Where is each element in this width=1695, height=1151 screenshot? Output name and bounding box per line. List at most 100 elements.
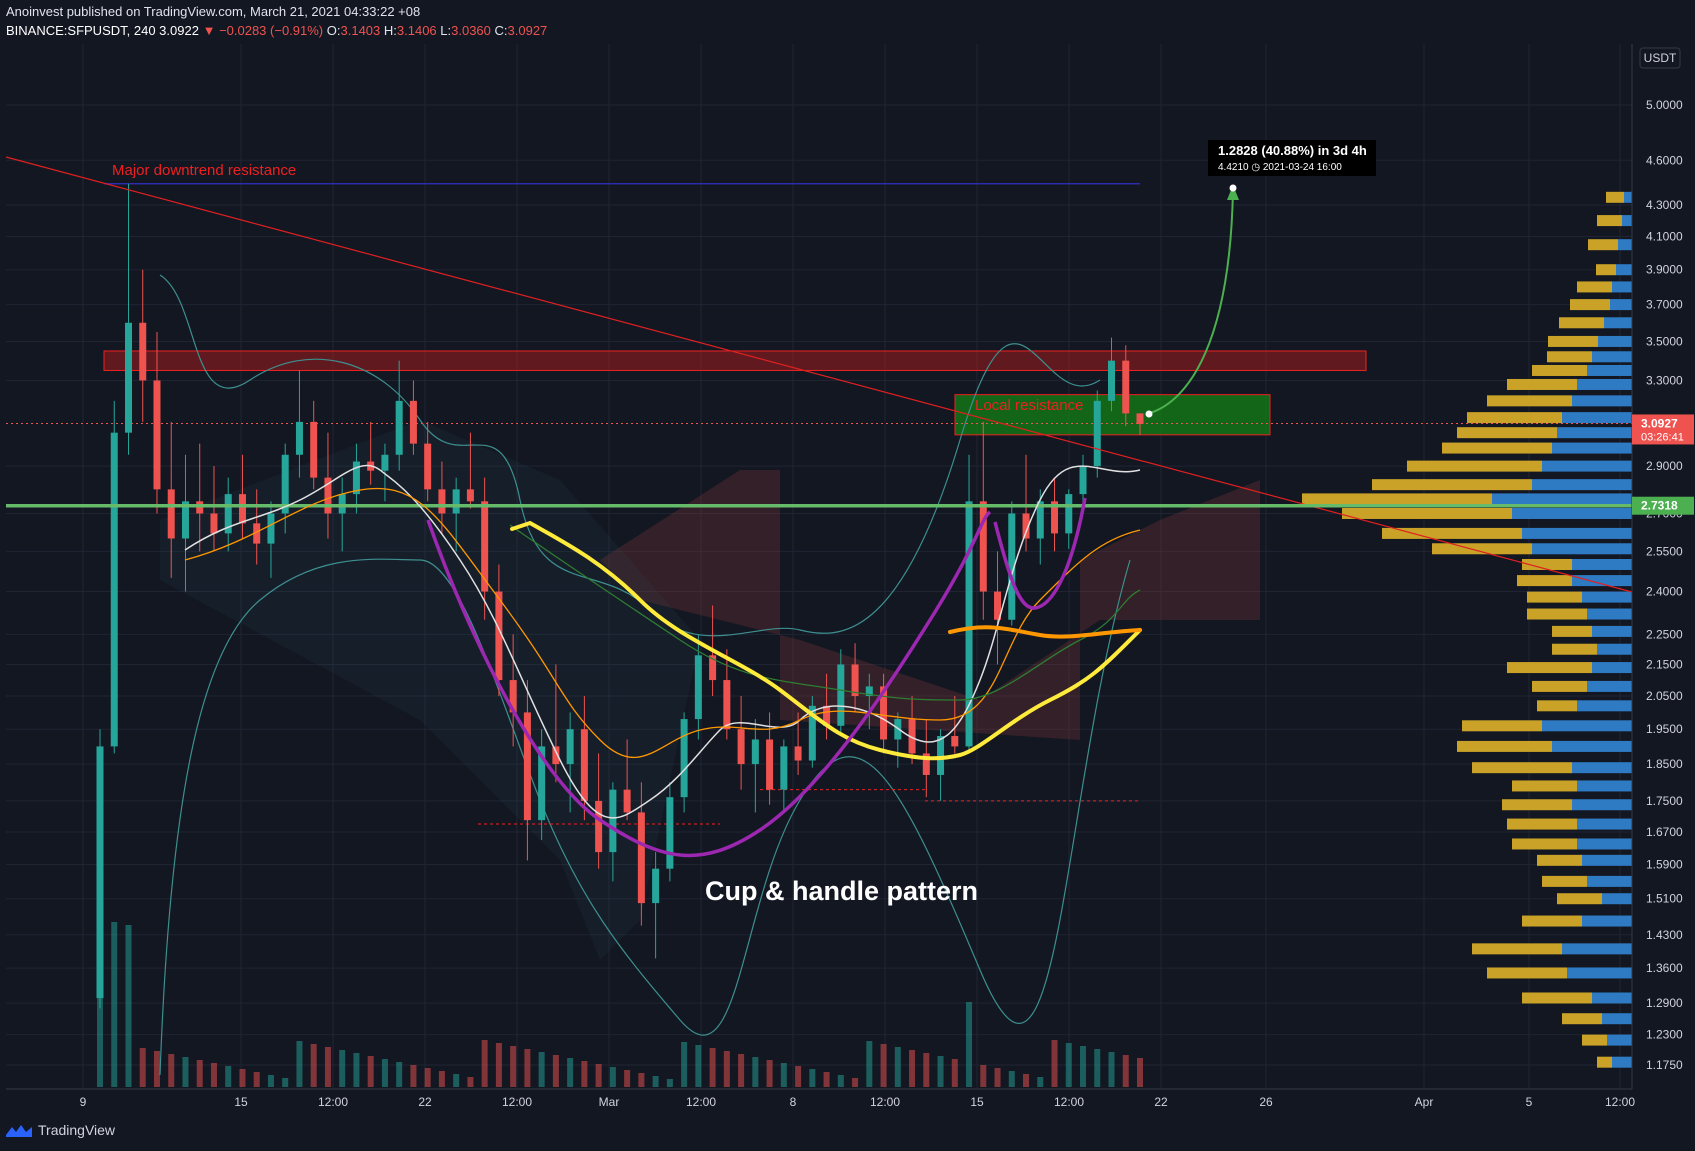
volume-profile-bar-buy <box>1597 643 1632 655</box>
candle-body <box>979 501 987 592</box>
volume-profile-bar-sell <box>1522 558 1572 570</box>
volume-bar <box>438 1071 445 1087</box>
volume-profile-bar-buy <box>1562 943 1632 955</box>
volume-profile-bar-buy <box>1602 893 1632 905</box>
volume-bar <box>1008 1071 1015 1087</box>
candle-body <box>1108 360 1116 401</box>
volume-bar <box>581 1061 588 1087</box>
volume-bar <box>723 1051 730 1087</box>
volume-bar <box>666 1079 673 1087</box>
candle-body <box>338 494 346 514</box>
volume-profile-bar-buy <box>1572 762 1632 774</box>
volume-profile-bar-sell <box>1342 507 1512 519</box>
footer: TradingView <box>6 1122 115 1138</box>
volume-profile-bar-buy <box>1612 281 1632 293</box>
candle-body <box>395 400 403 455</box>
volume-profile-bar-buy <box>1532 479 1632 491</box>
volume-bar <box>239 1069 246 1087</box>
price-tick-label: 3.9000 <box>1646 263 1683 277</box>
volume-bar <box>396 1062 403 1087</box>
local-resistance-zone <box>954 394 1271 436</box>
volume-profile-bar-buy <box>1587 875 1632 887</box>
time-axis-ticks[interactable]: 9 15 12:00 22 12:00 Mar 12:00 8 12:00 15 12:00 22 26… <box>80 1095 1636 1109</box>
symbol[interactable]: BINANCE:SFPUSDT, 240 <box>6 23 156 38</box>
volume-profile-bar-buy <box>1577 780 1632 792</box>
volume-bar <box>1051 1040 1058 1087</box>
price-axis[interactable] <box>1632 44 1694 1089</box>
volume-profile-bar-buy <box>1572 395 1632 407</box>
chart-overlays <box>6 183 1632 1076</box>
chart-header: Anoinvest published on TradingView.com, … <box>6 2 547 40</box>
volume-bar <box>410 1065 417 1087</box>
candle-body <box>595 800 603 853</box>
candle-body <box>295 421 303 455</box>
time-tick-label: Mar <box>599 1095 620 1109</box>
ma-green <box>509 524 1141 701</box>
time-tick-label: 12:00 <box>1054 1095 1084 1109</box>
volume-profile-bar-sell <box>1552 643 1597 655</box>
price-tick-label: 1.2900 <box>1646 996 1683 1010</box>
volume-profile-bar-sell <box>1548 335 1598 347</box>
volume-bar <box>524 1049 531 1087</box>
candle-body <box>552 746 560 765</box>
candle-body <box>523 712 531 821</box>
downtrend-line <box>5 156 1633 593</box>
volume-profile-bar-buy <box>1612 1056 1632 1068</box>
volume-profile-bar-buy <box>1587 364 1632 376</box>
candle-body <box>1008 513 1016 620</box>
time-tick-label: 9 <box>80 1095 87 1109</box>
price-badge-countdown: 03:26:41 <box>1641 431 1684 443</box>
volume-bar <box>1037 1077 1044 1087</box>
candle-body <box>580 729 588 801</box>
high-label: H: <box>383 23 397 38</box>
price-badge-value: 3.0927 <box>1641 416 1678 430</box>
candle-body <box>1051 501 1059 534</box>
volume-bar <box>595 1064 602 1087</box>
volume-profile-bar-sell <box>1507 662 1592 674</box>
volume-bar <box>381 1059 388 1087</box>
currency-label: USDT <box>1644 51 1677 65</box>
volume-bar <box>538 1052 545 1087</box>
candle-body <box>808 705 816 761</box>
volume-bar <box>153 1051 160 1087</box>
price-badge-value: 2.7318 <box>1641 499 1678 513</box>
volume-profile-bar-sell <box>1502 799 1572 811</box>
candle-body <box>851 664 859 697</box>
price-tick-label: 1.1750 <box>1646 1058 1683 1072</box>
chart-grid <box>6 44 1632 1089</box>
price-tick-label: 2.0500 <box>1646 689 1683 703</box>
time-tick-label: 12:00 <box>502 1095 532 1109</box>
publisher-line: Anoinvest published on TradingView.com, … <box>6 4 421 19</box>
volume-profile-bar-buy <box>1572 575 1632 587</box>
downtrend-label: Major downtrend resistance <box>112 162 296 179</box>
candle-body <box>965 501 973 747</box>
volume-profile-bar-buy <box>1577 700 1632 712</box>
price-tick-label: 1.9500 <box>1646 722 1683 736</box>
bollinger-upper <box>159 274 1101 637</box>
volume-profile-bar-buy <box>1622 215 1632 227</box>
volume-profile-bar-sell <box>1382 527 1522 539</box>
volume-profile-bar-buy <box>1604 317 1632 329</box>
candle-body <box>609 789 617 853</box>
price-tick-label: 2.2500 <box>1646 627 1683 641</box>
candle-body <box>623 789 631 813</box>
volume-profile-bar-buy <box>1592 351 1632 363</box>
volume-profile-bar-sell <box>1527 608 1587 620</box>
candle-body <box>937 736 945 775</box>
volume-bar <box>467 1077 474 1087</box>
ma-white <box>184 464 1141 819</box>
volume-profile-bar-sell <box>1517 575 1572 587</box>
volume-profile-bar-buy <box>1567 967 1632 979</box>
volume-bar <box>994 1068 1001 1087</box>
volume-profile-bar-buy <box>1542 720 1632 732</box>
projection-end-dot <box>1229 184 1237 192</box>
volume-profile-bar-sell <box>1507 818 1577 830</box>
candle-body <box>96 746 104 998</box>
candle-body <box>994 591 1002 620</box>
volume-bar <box>225 1066 232 1087</box>
volume-bar <box>1065 1043 1072 1087</box>
candle-body <box>210 513 218 534</box>
pattern-label: Cup & handle pattern <box>705 876 978 906</box>
